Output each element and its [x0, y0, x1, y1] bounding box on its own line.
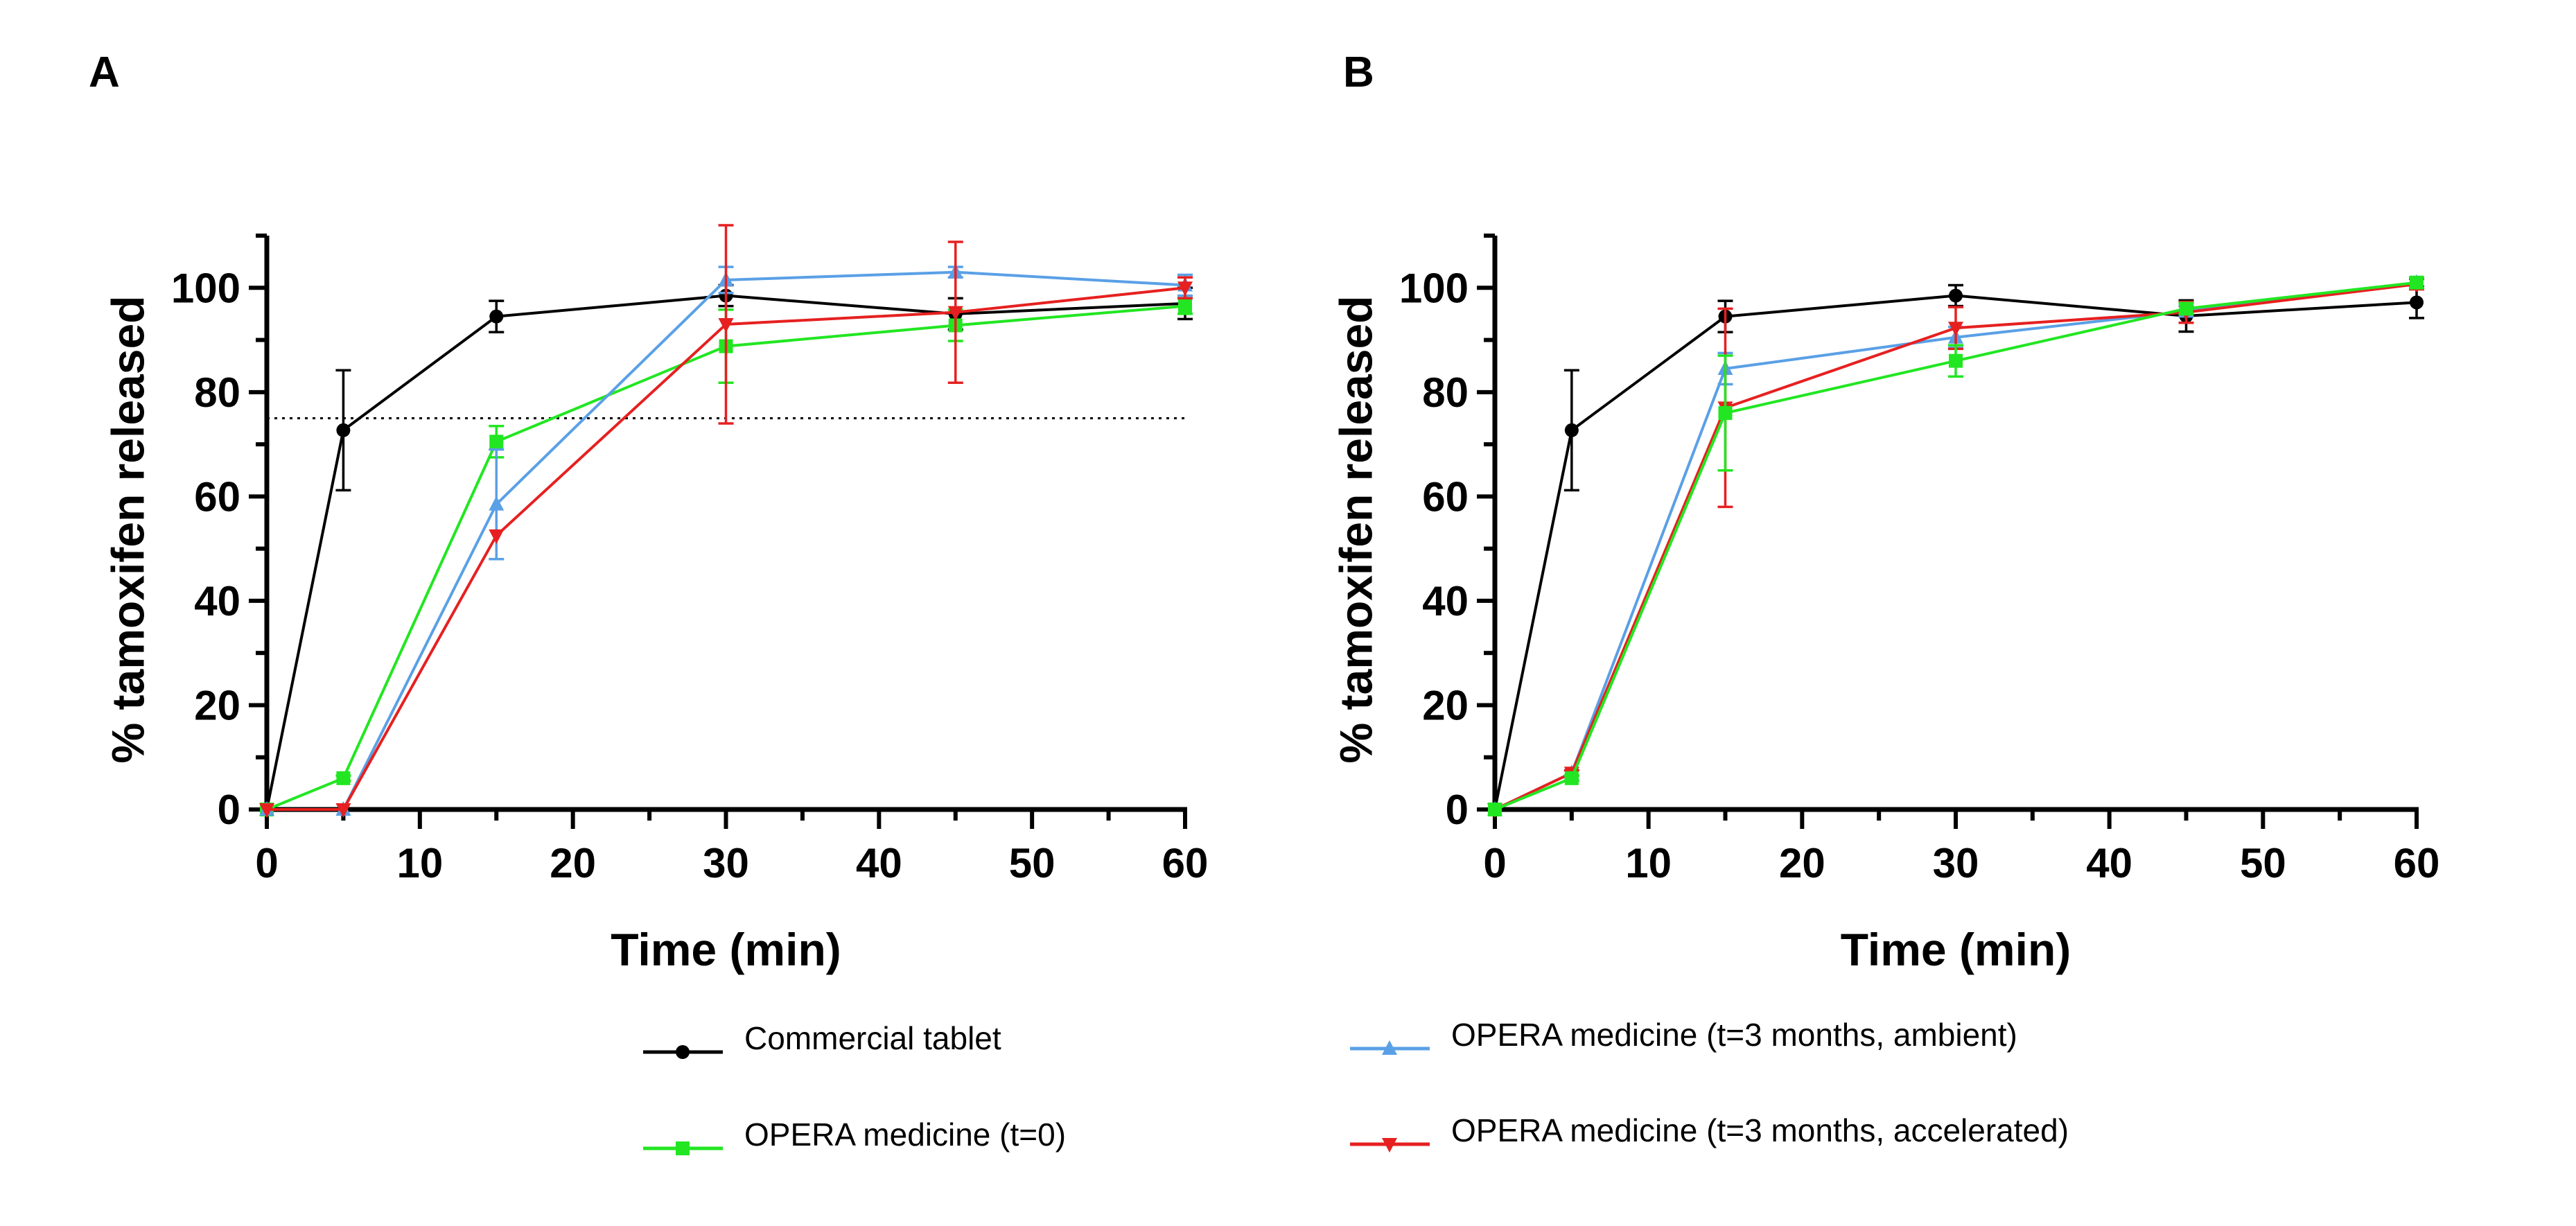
data-point-commercial	[1564, 423, 1579, 437]
data-point-t0	[489, 435, 504, 449]
legend-label: OPERA medicine (t=3 months, accelerated)	[1451, 1112, 2069, 1148]
x-tick-label-b: 20	[1779, 840, 1825, 886]
data-point-t0	[1178, 299, 1192, 313]
y-tick-label-a: 20	[194, 682, 240, 728]
series-line-commercial	[1493, 294, 2417, 810]
chart-panel-b: 0 20 40 60 80 100 0 10 20 30 40 50 60 Time (min) % tam…	[1330, 234, 2440, 975]
x-tick-label-b: 10	[1625, 840, 1672, 886]
y-tick-label-b: 0	[1446, 787, 1469, 833]
y-tick-label-b: 20	[1422, 682, 1469, 728]
legend-label: OPERA medicine (t=0)	[744, 1116, 1066, 1153]
legend-entry-ambient: OPERA medicine (t=3 months, ambient)	[1350, 1017, 2017, 1055]
x-tick-label-a: 0	[255, 840, 278, 886]
series-line-commercial	[265, 294, 1186, 810]
series-t0-b	[1488, 275, 2424, 816]
data-point-t0	[2179, 301, 2193, 316]
y-tick-label-b: 80	[1422, 369, 1469, 416]
data-point-accelerated	[718, 317, 734, 333]
y-tick-label-a: 40	[194, 578, 240, 624]
data-point-t0	[2410, 275, 2424, 290]
data-point-accelerated	[489, 529, 505, 544]
x-tick-label-b: 30	[1933, 840, 1979, 886]
data-point-commercial	[489, 309, 504, 324]
data-point-accelerated	[1948, 322, 1963, 337]
y-tick-label-a: 0	[218, 787, 240, 833]
legend-entry-t0: OPERA medicine (t=0)	[643, 1116, 1066, 1155]
series-line-accelerated	[267, 286, 1186, 811]
y-tick-label-b: 60	[1422, 473, 1469, 520]
data-point-accelerated	[947, 306, 963, 321]
chart-panel-a: 0 20 40 60 80 100 0 10 20 30 40 50 60 Time (min) % tam…	[102, 224, 1209, 975]
y-tick-label-a: 60	[194, 473, 240, 520]
x-tick-label-b: 0	[1483, 840, 1506, 886]
legend-swatch-marker	[676, 1141, 690, 1155]
legend: Commercial tablet OPERA medicine (t=0) OPE…	[643, 1017, 2069, 1155]
x-tick-label-a: 40	[856, 840, 902, 886]
y-tick-label-b: 100	[1399, 265, 1469, 311]
y-tick-label-b: 40	[1422, 578, 1469, 624]
legend-label: Commercial tablet	[744, 1020, 1001, 1056]
series-line-t0	[1494, 281, 2417, 811]
data-point-t0	[1564, 771, 1579, 785]
x-tick-label-a: 50	[1009, 840, 1055, 886]
data-point-t0	[1949, 353, 1963, 368]
x-tick-label-a: 20	[550, 840, 596, 886]
data-point-t0	[336, 771, 351, 785]
x-tick-label-b: 40	[2086, 840, 2132, 886]
x-axis-title-a: Time (min)	[611, 924, 841, 975]
y-axis-title-b: % tamoxifen released	[1330, 296, 1381, 764]
x-tick-label-a: 60	[1162, 840, 1209, 886]
series-commercial-b	[1488, 283, 2424, 816]
legend-entry-accelerated: OPERA medicine (t=3 months, accelerated)	[1350, 1112, 2069, 1153]
data-point-commercial	[336, 423, 351, 437]
x-tick-label-a: 10	[396, 840, 443, 886]
data-point-accelerated	[1177, 281, 1193, 297]
data-point-accelerated	[335, 803, 351, 818]
x-tick-label-b: 50	[2240, 840, 2286, 886]
data-point-accelerated	[259, 803, 274, 818]
data-point-t0	[1488, 803, 1502, 816]
data-point-commercial	[2410, 295, 2424, 310]
legend-entry-commercial: Commercial tablet	[643, 1020, 1001, 1059]
panel-letter-a: A	[89, 49, 120, 96]
legend-label: OPERA medicine (t=3 months, ambient)	[1451, 1017, 2017, 1053]
data-point-ambient	[489, 496, 505, 511]
legend-swatch-marker	[1382, 1040, 1397, 1055]
x-tick-label-a: 30	[703, 840, 749, 886]
data-point-commercial	[1949, 288, 1963, 303]
series-accelerated-a	[259, 224, 1193, 818]
series-line-accelerated	[1494, 283, 2417, 811]
x-tick-label-b: 60	[2394, 840, 2440, 886]
data-point-t0	[1718, 405, 1733, 420]
legend-swatch-marker	[1382, 1138, 1397, 1153]
y-tick-label-a: 80	[194, 369, 240, 416]
x-axis-title-b: Time (min)	[1841, 924, 2071, 975]
y-axis-title-a: % tamoxifen released	[102, 296, 153, 764]
y-tick-label-a: 100	[171, 265, 240, 311]
panel-letter-b: B	[1343, 49, 1374, 96]
legend-swatch-marker	[676, 1045, 690, 1059]
